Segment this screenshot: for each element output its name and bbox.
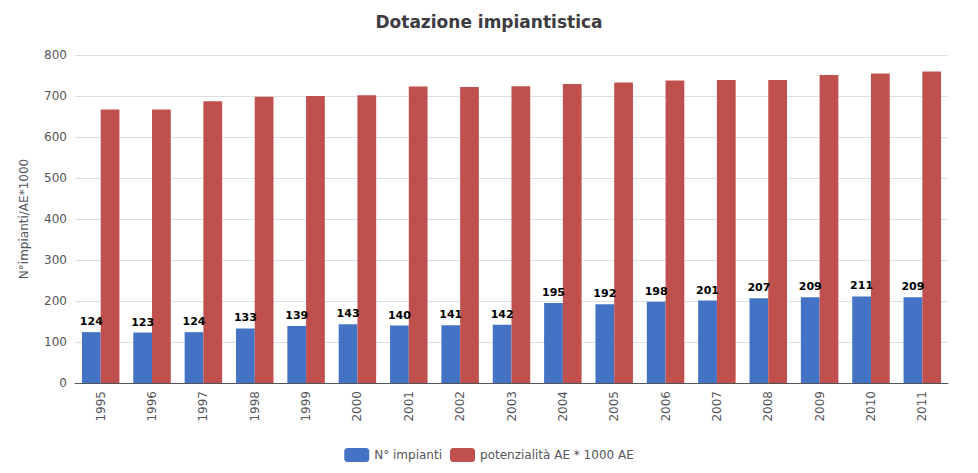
- svg-text:potenzialità AE * 1000 AE: potenzialità AE * 1000 AE: [480, 448, 634, 462]
- svg-text:300: 300: [44, 253, 67, 267]
- svg-text:141: 141: [439, 308, 462, 321]
- svg-text:2000: 2000: [350, 391, 364, 422]
- svg-text:2001: 2001: [402, 391, 416, 422]
- svg-text:195: 195: [542, 286, 565, 299]
- svg-text:2008: 2008: [761, 391, 775, 422]
- svg-text:0: 0: [59, 376, 67, 390]
- svg-text:2005: 2005: [607, 391, 621, 422]
- svg-text:1997: 1997: [196, 391, 210, 422]
- svg-text:124: 124: [183, 315, 206, 328]
- svg-text:143: 143: [337, 307, 360, 320]
- svg-text:2002: 2002: [453, 391, 467, 422]
- svg-text:209: 209: [799, 280, 822, 293]
- svg-text:201: 201: [696, 284, 719, 297]
- svg-text:123: 123: [131, 316, 154, 329]
- svg-text:198: 198: [645, 285, 668, 298]
- svg-text:1995: 1995: [94, 391, 108, 422]
- svg-text:600: 600: [44, 130, 67, 144]
- svg-text:2011: 2011: [915, 391, 929, 422]
- svg-text:2009: 2009: [813, 391, 827, 422]
- svg-text:N°impianti/AE*1000: N°impianti/AE*1000: [17, 159, 31, 279]
- svg-text:124: 124: [80, 315, 103, 328]
- svg-text:400: 400: [44, 212, 67, 226]
- svg-text:207: 207: [747, 281, 770, 294]
- svg-text:1998: 1998: [248, 391, 262, 422]
- svg-text:100: 100: [44, 335, 67, 349]
- svg-text:800: 800: [44, 48, 67, 62]
- svg-text:133: 133: [234, 311, 257, 324]
- svg-text:200: 200: [44, 294, 67, 308]
- svg-text:211: 211: [850, 279, 873, 292]
- svg-text:2003: 2003: [505, 391, 519, 422]
- svg-text:500: 500: [44, 171, 67, 185]
- svg-text:N° impianti: N° impianti: [374, 448, 442, 462]
- svg-text:139: 139: [285, 309, 308, 322]
- svg-text:1999: 1999: [299, 391, 313, 422]
- svg-text:700: 700: [44, 89, 67, 103]
- svg-text:2010: 2010: [864, 391, 878, 422]
- svg-text:209: 209: [901, 280, 924, 293]
- svg-text:2007: 2007: [710, 391, 724, 422]
- svg-text:192: 192: [593, 287, 616, 300]
- svg-text:2004: 2004: [556, 391, 570, 422]
- svg-text:2006: 2006: [659, 391, 673, 422]
- svg-text:Dotazione impiantistica: Dotazione impiantistica: [375, 12, 602, 32]
- svg-text:1996: 1996: [145, 391, 159, 422]
- svg-text:140: 140: [388, 309, 411, 322]
- svg-text:142: 142: [491, 308, 514, 321]
